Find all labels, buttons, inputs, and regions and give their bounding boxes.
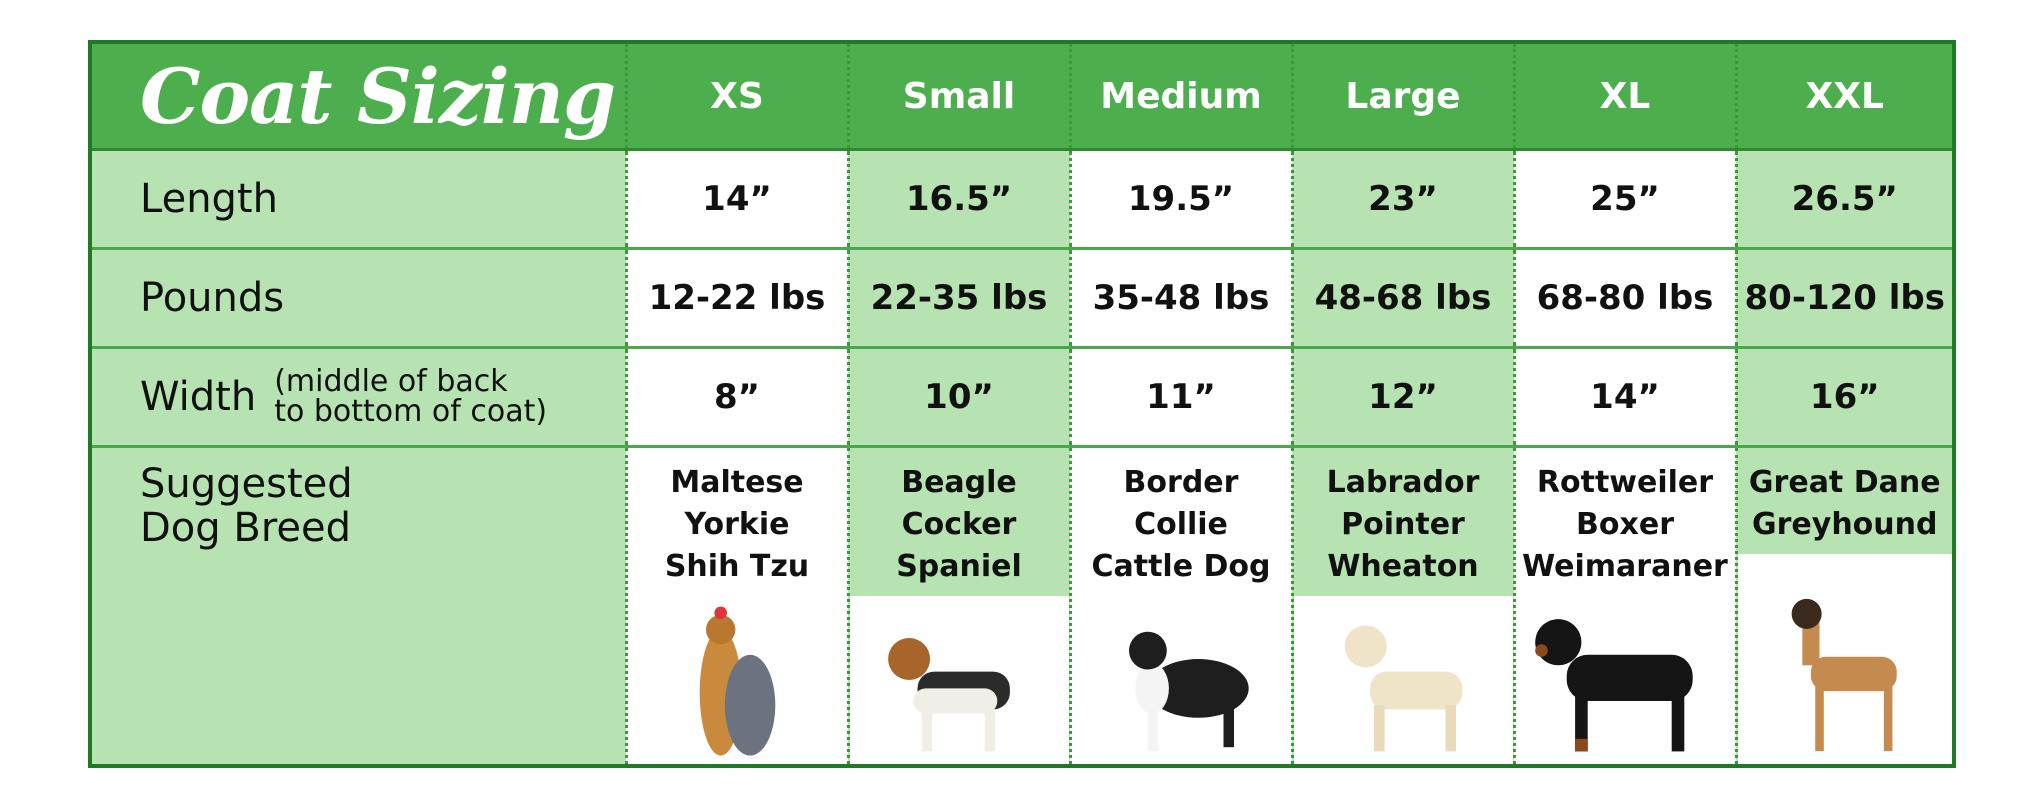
breed-name: Maltese: [670, 465, 804, 500]
pounds-label: Pounds: [92, 248, 626, 349]
breed-name: Pointer: [1341, 507, 1465, 542]
header-row: Coat Sizing XS Small Medium Large XL XXL: [92, 44, 1952, 151]
breed-cell-small: Beagle Cocker Spaniel: [846, 446, 1070, 764]
breed-name: Yorkie: [684, 507, 790, 542]
length-value: 16.5”: [846, 149, 1070, 250]
breed-name: Rottweiler: [1536, 465, 1714, 500]
yorkie-photo: [627, 596, 847, 764]
length-label: Length: [92, 149, 626, 250]
breed-name: Wheaton: [1327, 549, 1479, 584]
breed-name: Labrador: [1326, 465, 1480, 500]
length-value: 14”: [624, 149, 848, 250]
coat-sizing-chart: Coat Sizing XS Small Medium Large XL XXL…: [88, 40, 1956, 768]
beagle-photo: [849, 596, 1069, 764]
breed-cell-medium: Border Collie Cattle Dog: [1068, 446, 1292, 764]
breed-cell-xs: Maltese Yorkie Shih Tzu: [624, 446, 848, 764]
rottweiler-photo: [1515, 596, 1735, 764]
size-xl: XL: [1512, 44, 1736, 151]
size-xxl: XXL: [1734, 44, 1952, 151]
width-note-line1: (middle of back: [274, 364, 508, 399]
length-value: 25”: [1512, 149, 1736, 250]
breed-name: Beagle: [901, 465, 1017, 500]
breed-name: Border: [1123, 465, 1239, 500]
breed-label-line2: Dog Breed: [140, 505, 351, 551]
great-dane-photo: [1737, 554, 1952, 764]
breed-name: Shih Tzu: [664, 549, 810, 584]
breed-cell-xxl: Great Dane Greyhound: [1734, 446, 1952, 764]
breed-cell-large: Labrador Pointer Wheaton: [1290, 446, 1514, 764]
width-value: 16”: [1734, 347, 1952, 448]
breed-name: Great Dane: [1748, 465, 1941, 500]
labrador-photo: [1293, 596, 1513, 764]
pounds-value: 22-35 lbs: [846, 248, 1070, 349]
length-value: 23”: [1290, 149, 1514, 250]
size-xs: XS: [624, 44, 848, 151]
width-label: Width: [140, 374, 257, 420]
breed-name: Cattle Dog: [1091, 549, 1271, 584]
border-collie-photo: [1071, 596, 1291, 764]
length-value: 19.5”: [1068, 149, 1292, 250]
width-value: 12”: [1290, 347, 1514, 448]
chart-title-cell: Coat Sizing: [92, 44, 626, 151]
breed-name: Collie: [1134, 507, 1228, 542]
width-value: 10”: [846, 347, 1070, 448]
width-label-cell: Width (middle of back to bottom of coat): [92, 347, 626, 448]
size-large: Large: [1290, 44, 1514, 151]
breed-name: Boxer: [1576, 507, 1674, 542]
breed-name: Spaniel: [896, 549, 1022, 584]
breed-name: Greyhound: [1752, 507, 1938, 542]
breed-label: Suggested Dog Breed: [92, 447, 626, 765]
pounds-value: 12-22 lbs: [624, 248, 848, 349]
pounds-value: 68-80 lbs: [1512, 248, 1736, 349]
breed-label-line1: Suggested: [140, 461, 353, 507]
size-small: Small: [846, 44, 1070, 151]
breed-row: Suggested Dog Breed Maltese Yorkie Shih …: [92, 446, 1952, 765]
breed-name: Cocker: [901, 507, 1017, 542]
sizing-table: Coat Sizing XS Small Medium Large XL XXL…: [92, 44, 1952, 764]
width-value: 14”: [1512, 347, 1736, 448]
pounds-row: Pounds 12-22 lbs 22-35 lbs 35-48 lbs 48-…: [92, 248, 1952, 349]
chart-title: Coat Sizing: [140, 51, 616, 141]
length-row: Length 14” 16.5” 19.5” 23” 25” 26.5”: [92, 149, 1952, 250]
pounds-value: 48-68 lbs: [1290, 248, 1514, 349]
width-row: Width (middle of back to bottom of coat)…: [92, 347, 1952, 448]
width-value: 11”: [1068, 347, 1292, 448]
length-value: 26.5”: [1734, 149, 1952, 250]
size-medium: Medium: [1068, 44, 1292, 151]
width-note: (middle of back to bottom of coat): [274, 367, 547, 427]
pounds-value: 80-120 lbs: [1734, 248, 1952, 349]
pounds-value: 35-48 lbs: [1068, 248, 1292, 349]
breed-cell-xl: Rottweiler Boxer Weimaraner: [1512, 446, 1736, 764]
width-note-line2: to bottom of coat): [274, 394, 548, 429]
width-value: 8”: [624, 347, 848, 448]
breed-name: Weimaraner: [1522, 549, 1728, 584]
